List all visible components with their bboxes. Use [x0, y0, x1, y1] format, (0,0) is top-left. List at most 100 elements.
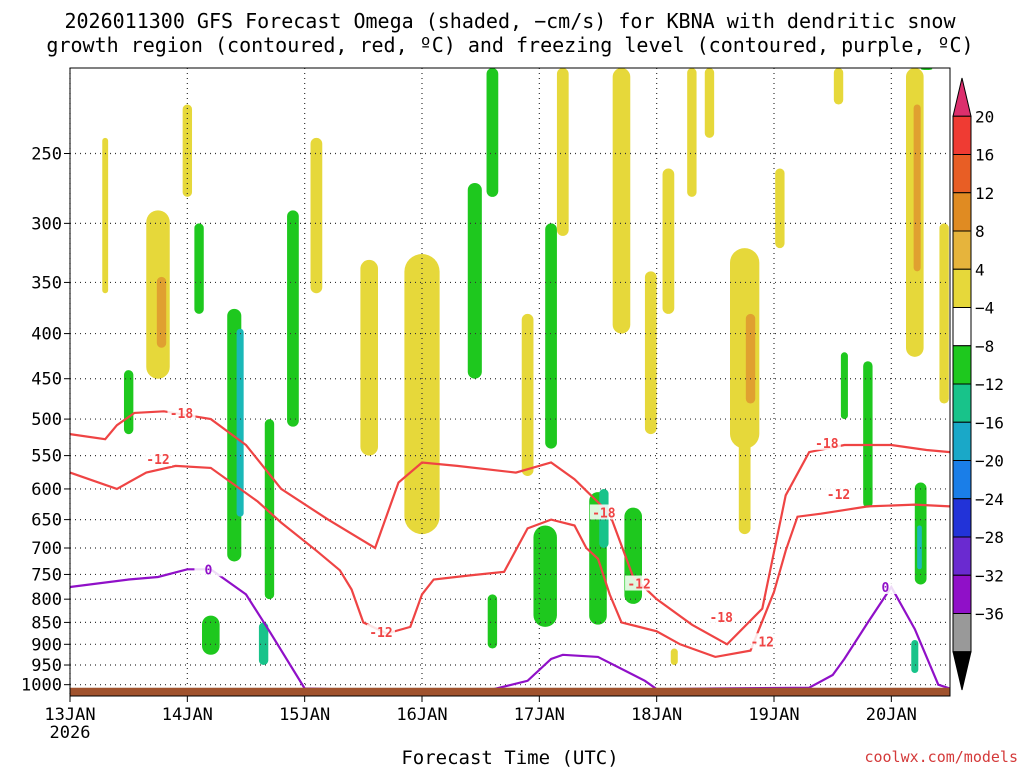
contour-label-bg	[748, 633, 777, 649]
omega-cell	[533, 525, 557, 627]
x-tick-label: 14JAN	[162, 705, 213, 725]
contour-label-bg	[812, 434, 841, 450]
omega-cell	[258, 622, 269, 666]
y-tick-label: 950	[31, 656, 62, 676]
y-tick-label: 600	[31, 480, 62, 500]
colorbar-label: 4	[975, 260, 985, 279]
omega-cell	[863, 361, 873, 508]
colorbar-segment	[952, 498, 972, 538]
y-tick-label: 850	[31, 613, 62, 633]
y-tick-label: 800	[31, 590, 62, 610]
watermark: coolwx.com/models	[864, 748, 1018, 766]
colorbar-label: −20	[975, 452, 1004, 471]
plot-area: -18 -12 -18 -12 -18 -12 0 -18 -12 -12 0	[69, 67, 951, 697]
colorbar-label: 20	[975, 107, 994, 126]
contour-minus12	[69, 464, 951, 659]
y-tick-label: 400	[31, 325, 62, 345]
x-tick-label: 16JAN	[396, 705, 447, 725]
x-tick-label: 18JAN	[631, 705, 682, 725]
colorbar-segment	[952, 268, 972, 308]
contour-label-bg	[707, 608, 736, 624]
omega-cell	[833, 68, 844, 105]
contour-label: 0	[882, 581, 890, 596]
colorbar-segment	[952, 115, 972, 155]
contour-label-bg	[366, 624, 395, 640]
time-axis: 13JAN 14JAN 15JAN 16JAN 17JAN 18JAN 19JAN 20JAN	[44, 696, 917, 725]
omega-cell	[521, 313, 534, 476]
omega-cell	[662, 168, 675, 314]
omega-cell	[360, 259, 378, 456]
y-tick-label: 650	[31, 511, 62, 531]
omega-cell	[775, 168, 785, 249]
x-tick-label: 20JAN	[866, 705, 917, 725]
colorbar-label: −36	[975, 605, 1004, 624]
y-tick-label: 300	[31, 214, 62, 234]
contour-label-bg	[824, 486, 853, 502]
colorbar-label: −4	[975, 299, 994, 318]
omega-cell	[612, 68, 631, 334]
omega-cell	[310, 137, 323, 294]
contours: -18 -12 -18 -12 -18 -12 0 -18 -12 -12 0	[69, 404, 951, 694]
contour-label-bg	[589, 504, 618, 520]
colorbar-label: −24	[975, 490, 1004, 509]
y-tick-label: 700	[31, 539, 62, 559]
omega-cell	[738, 437, 751, 535]
y-tick-label: 1000	[21, 676, 62, 696]
colorbar-label: 12	[975, 184, 994, 203]
colorbar-label: −28	[975, 528, 1004, 547]
omega-cell	[687, 68, 697, 197]
omega-cell	[670, 648, 678, 666]
omega-cell	[102, 137, 109, 294]
colorbar-segment	[952, 460, 972, 500]
chart-title-line2: growth region (contoured, red, ºC) and f…	[46, 33, 973, 57]
x-axis-title: Forecast Time (UTC)	[401, 747, 618, 768]
omega-cell	[840, 352, 848, 420]
y-tick-label: 500	[31, 410, 62, 430]
contour-label-bg	[625, 575, 654, 591]
y-tick-label: 900	[31, 635, 62, 655]
colorbar-segment	[952, 421, 972, 461]
colorbar-segment	[952, 345, 972, 385]
colorbar-segment	[952, 154, 972, 194]
contour-label-bg	[144, 451, 172, 467]
contour-label: -18	[592, 506, 616, 521]
omega-cell	[156, 276, 167, 348]
colorbar-bottom-triangle	[952, 651, 972, 691]
omega-cell	[202, 615, 220, 655]
chart-title-line1: 2026011300 GFS Forecast Omega (shaded, −…	[64, 9, 956, 33]
omega-cell	[236, 328, 244, 517]
colorbar-segment	[952, 613, 972, 653]
y-tick-label: 350	[31, 273, 62, 293]
omega-cell	[917, 525, 922, 570]
colorbar-segment	[952, 574, 972, 614]
pressure-axis: 2503003504004505005506006507007508008509…	[21, 144, 70, 696]
contour-label: -12	[751, 635, 774, 650]
contour-label: -12	[146, 453, 169, 468]
omega-cell	[406, 303, 414, 396]
contour-label-bg	[167, 404, 196, 420]
x-tick-label: 19JAN	[748, 705, 799, 725]
omega-cell	[264, 419, 275, 600]
omega-cell	[182, 104, 193, 197]
contour-label: -12	[827, 488, 850, 503]
contour-label: -12	[369, 626, 392, 641]
colorbar-label: −8	[975, 337, 994, 356]
omega-cell	[913, 104, 921, 272]
contour-label-bg	[194, 561, 223, 577]
omega-cell	[486, 68, 499, 197]
ground-surface	[70, 687, 950, 696]
omega-cell	[704, 68, 715, 138]
colorbar: 20 16 12 8 4 −4 −8 −12 −16 −20 −24 −28 −32 −36	[952, 77, 1004, 691]
colorbar-segment	[952, 192, 972, 232]
omega-cell	[644, 271, 657, 435]
omega-cell	[939, 223, 949, 404]
colorbar-label: −32	[975, 566, 1004, 585]
x-tick-label: 13JAN	[44, 705, 95, 725]
colorbar-label: 16	[975, 146, 994, 165]
colorbar-segment	[952, 383, 972, 423]
omega-cell	[287, 210, 299, 427]
omega-shading	[102, 68, 949, 674]
x-tick-label: 15JAN	[279, 705, 330, 725]
colorbar-label: 8	[975, 222, 985, 241]
